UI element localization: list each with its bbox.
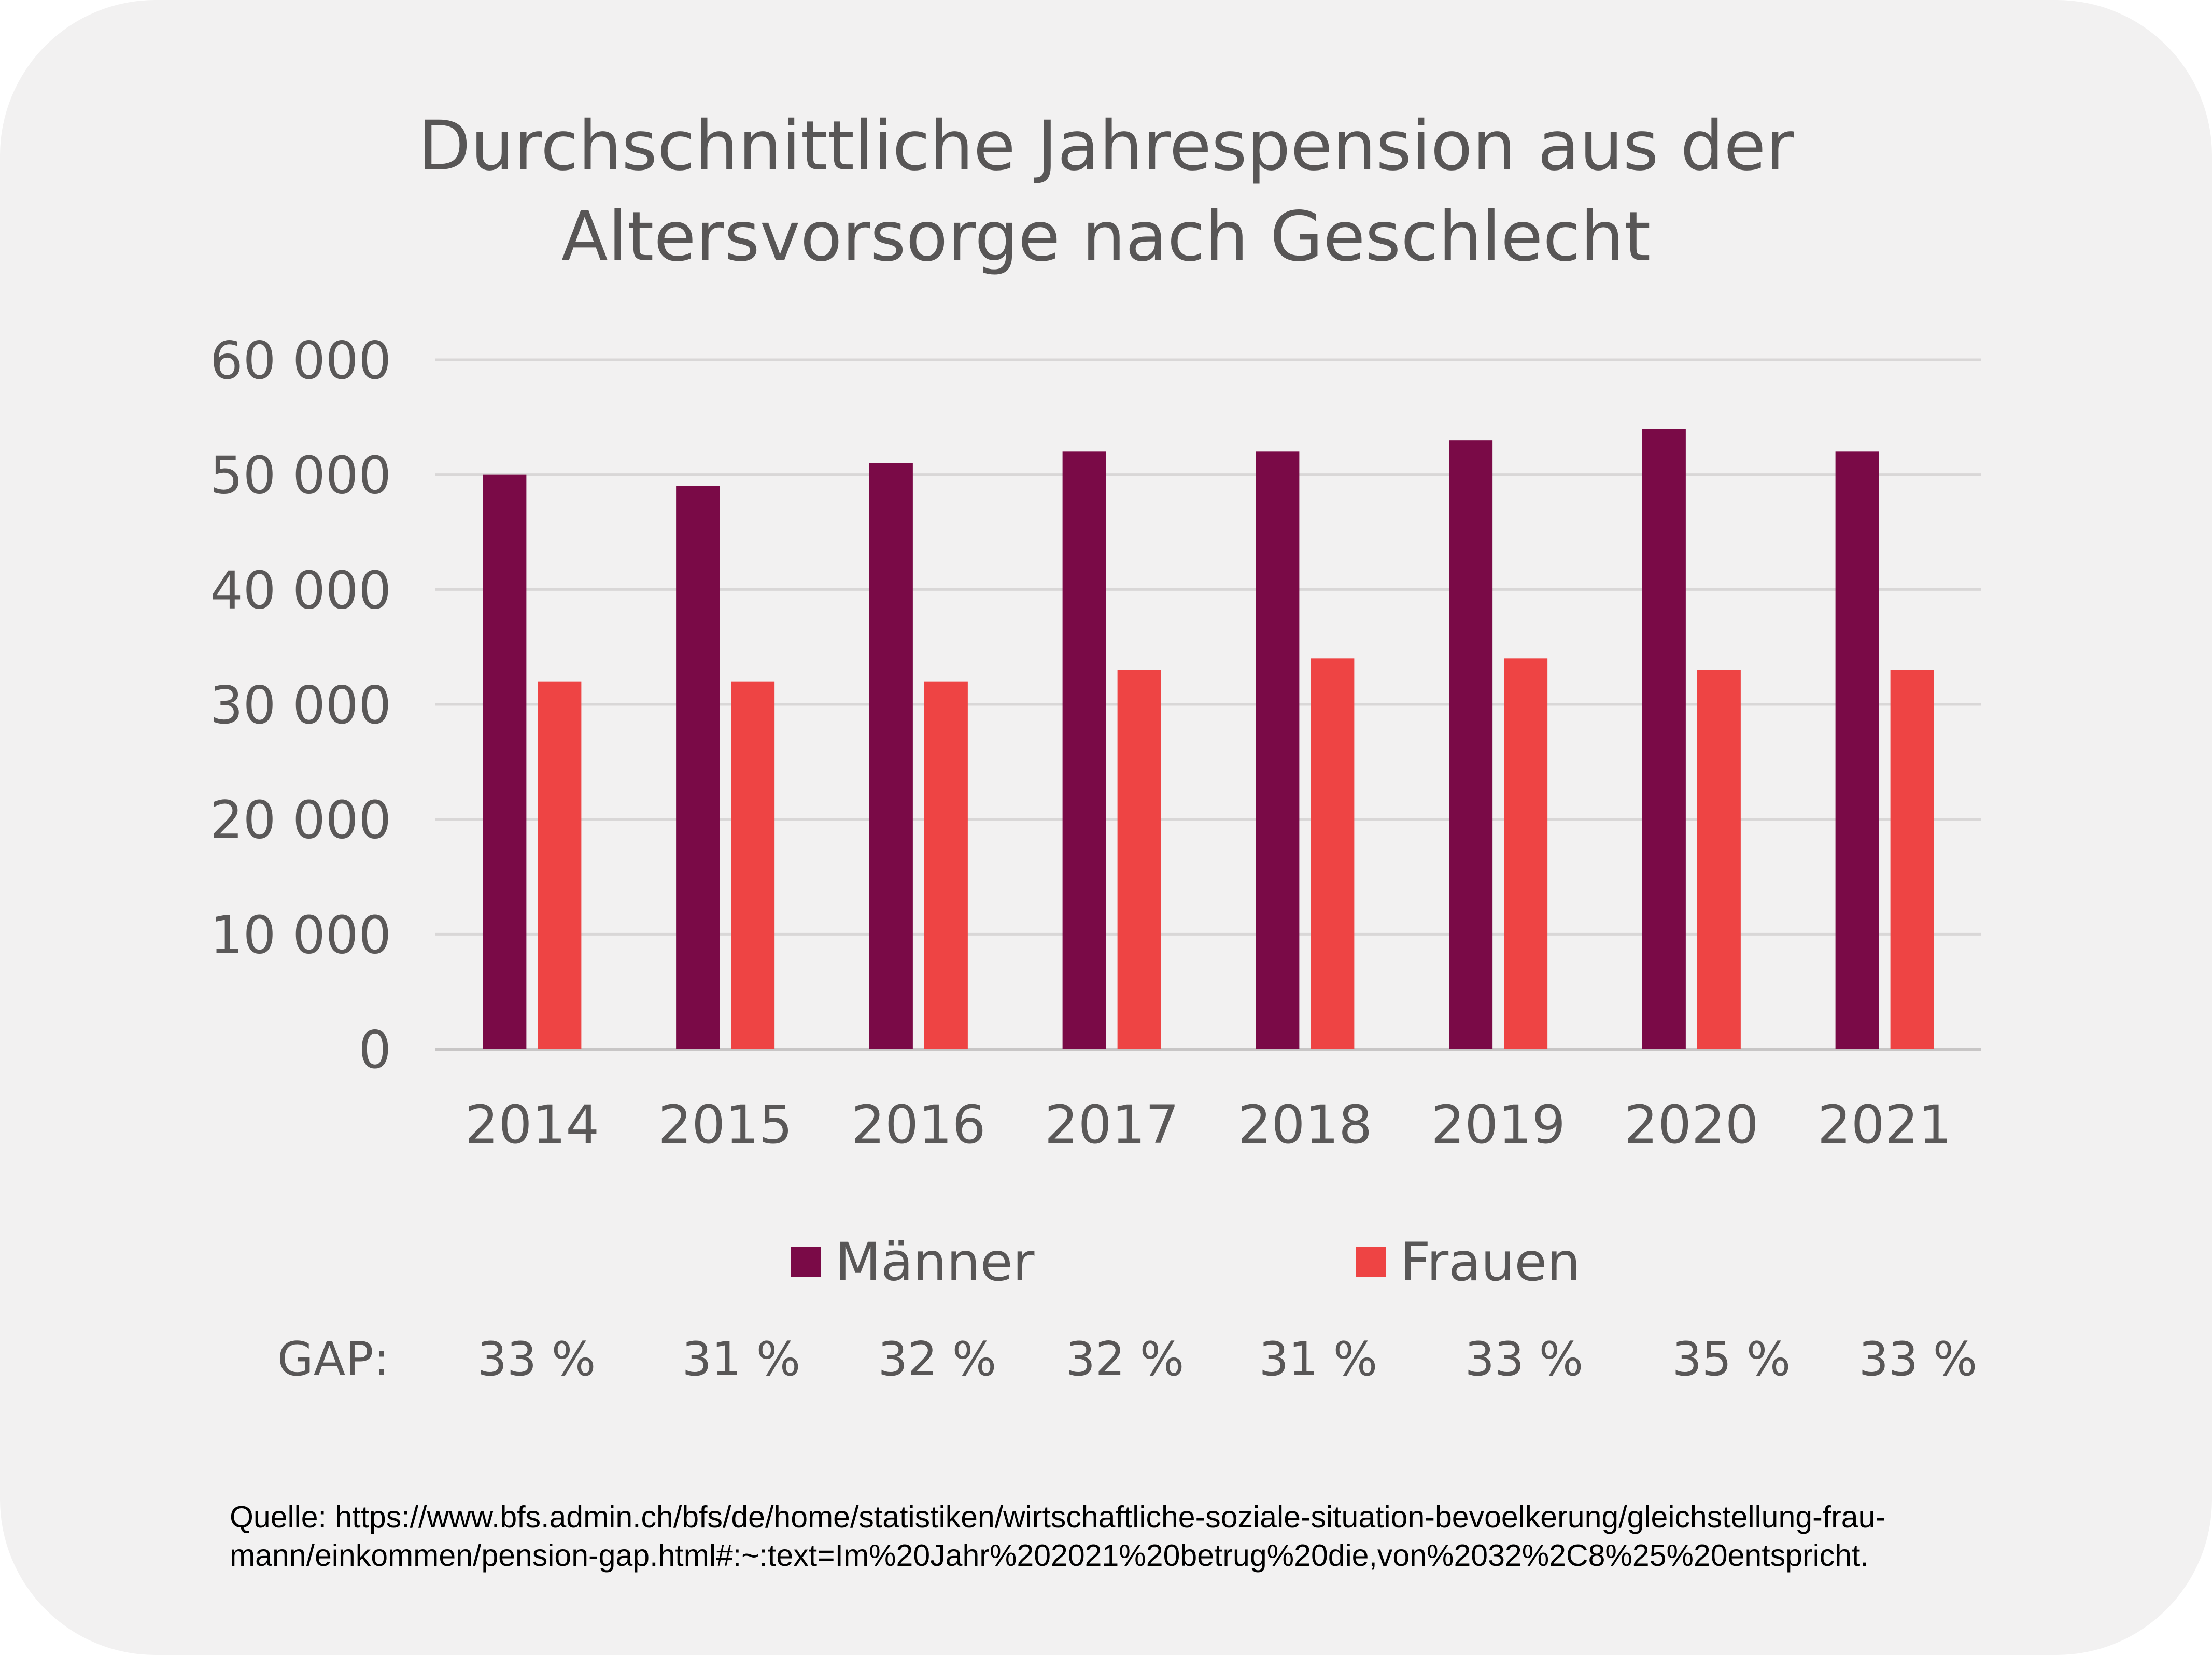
y-tick-label: 30 000 [210, 675, 391, 735]
legend-swatch-frauen [1356, 1247, 1386, 1277]
x-tick-label-2019: 2019 [1431, 1094, 1566, 1156]
x-tick-label-2020: 2020 [1624, 1094, 1759, 1156]
bar-maenner-2017 [1062, 451, 1106, 1050]
gap-value-2015: 31 % [682, 1332, 801, 1387]
chart-title-line-1: Durchschnittliche Jahrespension aus der [418, 106, 1794, 186]
bar-frauen-2016 [924, 681, 968, 1049]
legend-swatch-maenner [791, 1247, 821, 1277]
gap-value-2016: 32 % [878, 1332, 997, 1387]
bar-maenner-2021 [1835, 451, 1879, 1050]
x-tick-label-2017: 2017 [1045, 1094, 1179, 1156]
bar-maenner-2016 [869, 463, 913, 1049]
chart-title: Durchschnittliche Jahrespension aus der … [0, 101, 2212, 282]
legend-label-maenner: Männer [835, 1231, 1035, 1293]
gap-value-2018: 31 % [1259, 1332, 1378, 1387]
gap-value-2017: 32 % [1065, 1332, 1185, 1387]
bar-frauen-2018 [1311, 658, 1355, 1049]
y-tick-label: 10 000 [210, 904, 391, 965]
y-tick-label: 60 000 [210, 330, 391, 391]
x-tick-label-2016: 2016 [851, 1094, 986, 1156]
y-tick-label: 20 000 [210, 790, 391, 851]
x-tick-label-2021: 2021 [1817, 1094, 1952, 1156]
bar-maenner-2018 [1256, 451, 1300, 1050]
bar-frauen-2017 [1117, 670, 1161, 1049]
bar-frauen-2021 [1890, 670, 1934, 1049]
chart-title-line-2: Altersvorsorge nach Geschlecht [561, 197, 1651, 277]
bar-frauen-2014 [538, 681, 582, 1049]
bar-maenner-2014 [483, 474, 527, 1049]
gap-label: GAP: [277, 1332, 389, 1387]
legend-label-frauen: Frauen [1400, 1231, 1581, 1293]
x-tick-label-2018: 2018 [1238, 1094, 1373, 1156]
bar-maenner-2019 [1449, 440, 1493, 1049]
source-line-1: Quelle: https://www.bfs.admin.ch/bfs/de/… [230, 1500, 1886, 1534]
bar-maenner-2015 [676, 486, 720, 1050]
gap-value-2019: 33 % [1464, 1332, 1584, 1387]
source-line-2: mann/einkommen/pension-gap.html#:~:text=… [230, 1538, 1869, 1573]
x-tick-label-2015: 2015 [658, 1094, 793, 1156]
y-tick-label: 50 000 [210, 445, 391, 506]
source-note: Quelle: https://www.bfs.admin.ch/bfs/de/… [230, 1498, 2003, 1575]
bar-frauen-2020 [1697, 670, 1741, 1049]
bar-maenner-2020 [1642, 429, 1686, 1049]
bar-frauen-2019 [1504, 658, 1548, 1049]
legend-item-frauen: Frauen [1356, 1231, 1581, 1293]
x-tick-label-2014: 2014 [465, 1094, 600, 1156]
legend-item-maenner: Männer [791, 1231, 1035, 1293]
gap-value-2021: 33 % [1858, 1332, 1978, 1387]
y-tick-label: 40 000 [210, 560, 391, 620]
bar-frauen-2015 [731, 681, 775, 1049]
gap-value-2020: 35 % [1672, 1332, 1791, 1387]
gap-value-2014: 33 % [477, 1332, 596, 1387]
y-tick-label: 0 [358, 1020, 391, 1080]
